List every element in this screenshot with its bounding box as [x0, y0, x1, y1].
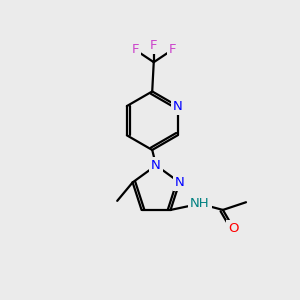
Text: N: N	[175, 176, 184, 189]
Text: F: F	[131, 44, 139, 56]
Text: F: F	[169, 44, 176, 56]
Text: N: N	[173, 100, 182, 112]
Text: NH: NH	[190, 197, 210, 210]
Text: O: O	[228, 222, 239, 235]
Text: N: N	[151, 159, 161, 172]
Text: F: F	[150, 39, 158, 52]
